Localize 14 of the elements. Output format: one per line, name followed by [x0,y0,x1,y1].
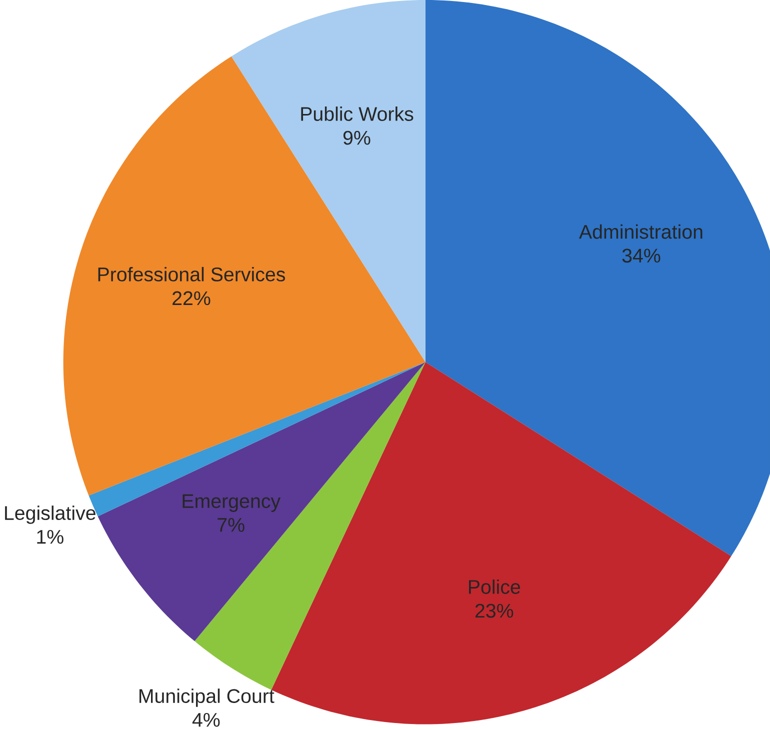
slice-label: Public Works [301,106,414,121]
slice-label: Legislative [5,506,96,524]
slice-label: Emergency [182,494,281,512]
data-label: 34% [622,248,660,263]
data-label: 1% [37,530,64,544]
slice-label: Municipal Court [140,688,274,707]
data-label: 9% [343,130,370,145]
data-label: 4% [192,712,220,727]
slice-label: Administration [579,224,702,239]
slice-label: Police [469,579,520,594]
data-label: 22% [172,291,210,306]
data-label: 7% [218,518,244,532]
data-label: 23% [475,604,514,618]
slice-label: Professional Services [98,266,286,282]
